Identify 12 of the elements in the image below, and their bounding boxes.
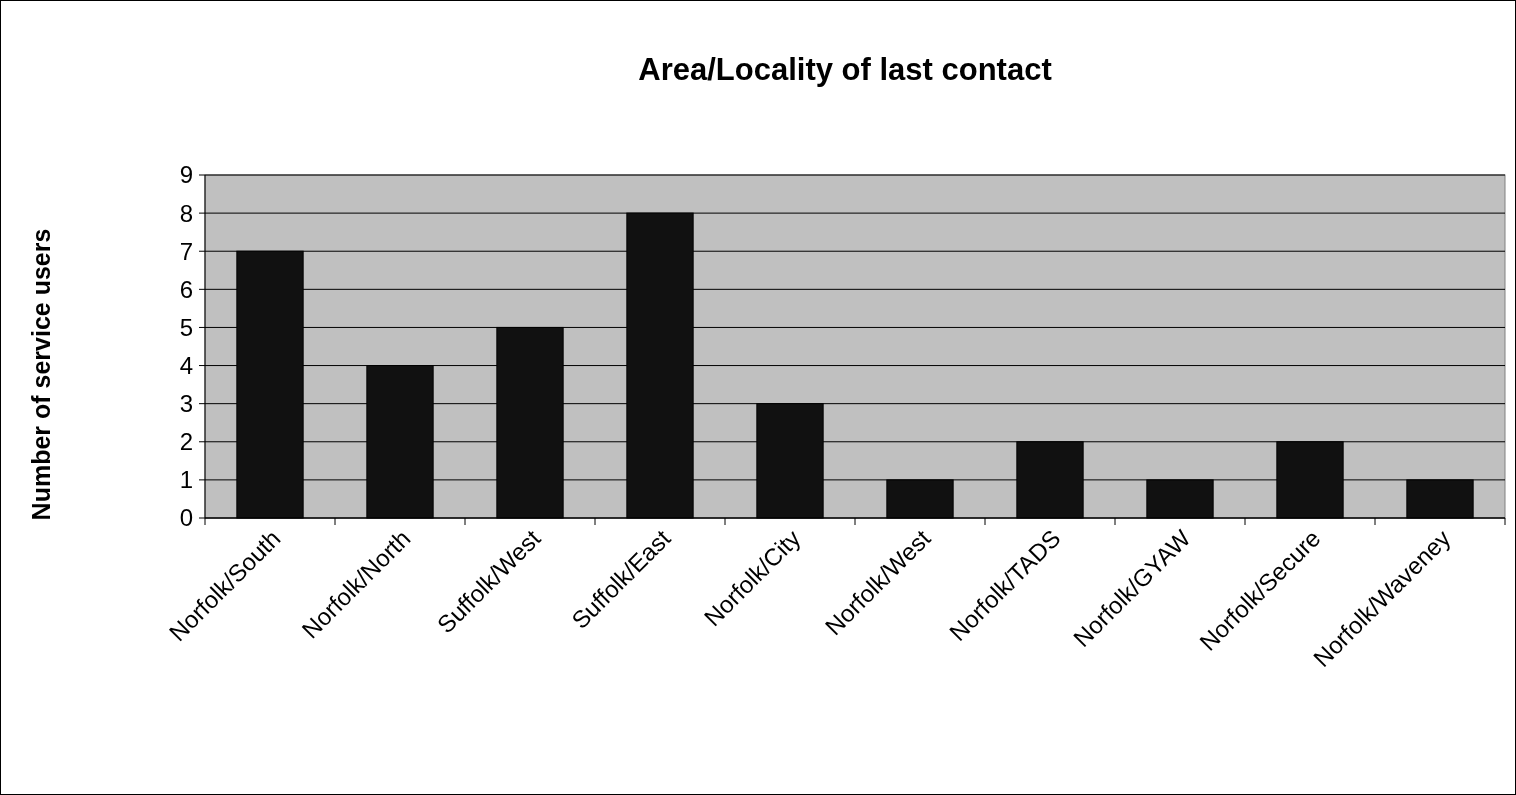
y-tick-label: 0 xyxy=(179,504,193,532)
y-tick-label: 5 xyxy=(179,313,193,341)
chart-title: Area/Locality of last contact xyxy=(638,52,1052,87)
y-tick-label: 8 xyxy=(179,199,193,227)
y-tick-label: 9 xyxy=(179,161,193,189)
y-tick-label: 4 xyxy=(179,351,193,379)
y-tick-label: 7 xyxy=(179,237,193,265)
y-tick-label: 1 xyxy=(179,466,193,494)
y-tick-label: 6 xyxy=(179,275,193,303)
y-tick-label: 3 xyxy=(179,390,193,418)
y-tick-label: 2 xyxy=(179,428,193,456)
y-axis-title: Number of service users xyxy=(27,228,55,521)
